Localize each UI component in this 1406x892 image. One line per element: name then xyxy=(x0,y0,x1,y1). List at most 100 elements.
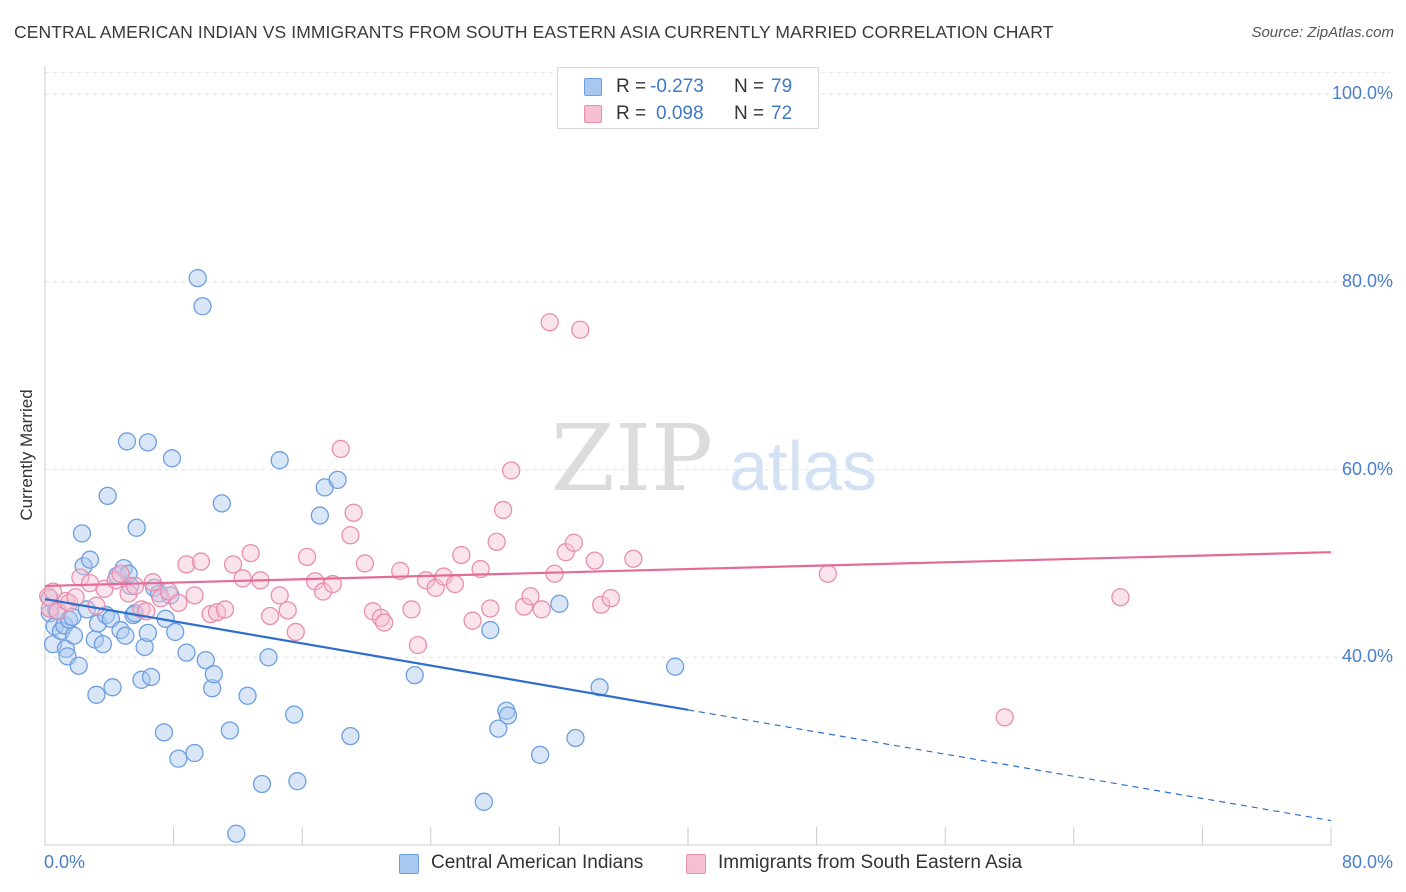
point-central-american-indian-35 xyxy=(135,637,154,657)
data-points xyxy=(39,268,1130,843)
point-se-asia-immigrant-13 xyxy=(119,584,138,603)
point-se-asia-immigrant-52 xyxy=(445,574,465,594)
point-central-american-indian-52 xyxy=(203,679,222,698)
point-central-american-indian-50 xyxy=(193,297,212,316)
point-se-asia-immigrant-62 xyxy=(532,600,551,619)
point-central-american-indian-14 xyxy=(74,557,93,576)
point-central-american-indian-70 xyxy=(489,719,508,738)
point-se-asia-immigrant-32 xyxy=(270,586,289,605)
grid-lines xyxy=(45,72,1391,658)
point-central-american-indian-63 xyxy=(310,506,330,525)
point-central-american-indian-33 xyxy=(127,518,146,537)
legend-r-value: -0.273 xyxy=(650,76,704,97)
point-central-american-indian-51 xyxy=(196,650,215,670)
y-tick-label-40: 40.0% xyxy=(1341,646,1393,667)
watermark-atlas: atlas xyxy=(729,427,877,505)
legend-swatch-blue xyxy=(584,78,602,96)
point-se-asia-immigrant-54 xyxy=(463,611,482,630)
y-tick-label-80: 80.0% xyxy=(1341,270,1393,291)
point-central-american-indian-54 xyxy=(212,494,231,513)
point-central-american-indian-28 xyxy=(116,626,135,645)
point-central-american-indian-11 xyxy=(64,626,84,645)
point-central-american-indian-46 xyxy=(169,749,188,768)
point-central-american-indian-53 xyxy=(204,665,223,684)
point-central-american-indian-68 xyxy=(474,792,493,811)
y-tick-label-60: 60.0% xyxy=(1341,458,1393,479)
legend-n-label: N = xyxy=(734,103,765,124)
point-se-asia-immigrant-27 xyxy=(223,555,243,574)
point-central-american-indian-36 xyxy=(138,623,158,643)
bottom-legend-label: Immigrants from South Eastern Asia xyxy=(718,852,1023,873)
point-central-american-indian-76 xyxy=(590,678,609,697)
point-se-asia-immigrant-31 xyxy=(260,606,280,626)
point-central-american-indian-38 xyxy=(141,667,161,687)
point-central-american-indian-67 xyxy=(405,665,424,685)
point-central-american-indian-69 xyxy=(481,620,500,640)
point-se-asia-immigrant-21 xyxy=(177,555,196,574)
point-se-asia-immigrant-35 xyxy=(297,547,317,567)
point-central-american-indian-29 xyxy=(117,432,137,451)
point-central-american-indian-44 xyxy=(162,449,182,468)
point-se-asia-immigrant-57 xyxy=(487,532,506,551)
point-central-american-indian-56 xyxy=(227,824,246,843)
point-central-american-indian-58 xyxy=(252,774,272,794)
point-se-asia-immigrant-59 xyxy=(502,461,521,480)
point-se-asia-immigrant-9 xyxy=(87,596,106,615)
point-central-american-indian-12 xyxy=(69,656,88,675)
point-se-asia-immigrant-39 xyxy=(331,439,350,459)
point-se-asia-immigrant-53 xyxy=(452,545,471,565)
point-se-asia-immigrant-41 xyxy=(344,503,363,522)
chart-title: CENTRAL AMERICAN INDIAN VS IMMIGRANTS FR… xyxy=(14,22,1054,42)
point-se-asia-immigrant-20 xyxy=(169,593,188,613)
point-central-american-indian-65 xyxy=(328,470,347,490)
point-se-asia-immigrant-28 xyxy=(233,569,252,588)
point-central-american-indian-49 xyxy=(188,268,207,288)
point-central-american-indian-55 xyxy=(220,721,240,740)
point-se-asia-immigrant-63 xyxy=(540,313,559,332)
point-central-american-indian-47 xyxy=(177,643,196,662)
axes xyxy=(44,66,1332,846)
point-se-asia-immigrant-56 xyxy=(481,599,500,618)
point-central-american-indian-45 xyxy=(166,622,185,642)
trend-line-extension-central-american-indians xyxy=(687,709,1332,822)
watermark-zip: ZIP xyxy=(551,405,713,512)
bottom-legend-label: Central American Indians xyxy=(431,852,644,873)
point-central-american-indian-66 xyxy=(341,726,360,746)
point-se-asia-immigrant-33 xyxy=(278,601,297,620)
point-se-asia-immigrant-6 xyxy=(66,588,85,607)
legend-r-value: 0.098 xyxy=(656,103,704,124)
y-tick-label-100: 100.0% xyxy=(1331,83,1393,104)
legend-n-label: N = xyxy=(734,76,765,97)
point-se-asia-immigrant-40 xyxy=(341,526,360,545)
point-se-asia-immigrant-42 xyxy=(355,554,375,573)
legend-r-label: R = xyxy=(616,103,647,124)
source-label: Source: ZipAtlas.com xyxy=(1251,24,1394,41)
point-central-american-indian-16 xyxy=(80,550,100,569)
point-central-american-indian-59 xyxy=(259,648,278,667)
point-se-asia-immigrant-66 xyxy=(564,533,584,552)
point-central-american-indian-24 xyxy=(103,678,122,697)
point-central-american-indian-18 xyxy=(87,685,106,704)
trend-line-se-asia-immigrants xyxy=(44,551,1332,588)
point-se-asia-immigrant-26 xyxy=(215,600,235,619)
point-central-american-indian-60 xyxy=(270,451,289,470)
point-se-asia-immigrant-45 xyxy=(375,613,394,632)
point-central-american-indian-74 xyxy=(550,594,569,613)
legend-r-label: R = xyxy=(616,76,647,97)
point-central-american-indian-20 xyxy=(93,634,113,654)
point-se-asia-immigrant-12 xyxy=(111,564,130,583)
legend-n-value: 79 xyxy=(771,76,793,97)
point-central-american-indian-13 xyxy=(72,524,92,543)
point-central-american-indian-7 xyxy=(56,639,76,658)
point-central-american-indian-72 xyxy=(498,706,518,725)
point-se-asia-immigrant-58 xyxy=(493,500,513,520)
point-se-asia-immigrant-61 xyxy=(521,587,540,606)
point-se-asia-immigrant-46 xyxy=(391,561,410,581)
point-central-american-indian-61 xyxy=(285,705,304,724)
bottom-legend-swatch-blue xyxy=(399,854,419,874)
point-se-asia-immigrant-67 xyxy=(571,320,590,339)
point-central-american-indian-75 xyxy=(566,728,585,748)
point-se-asia-immigrant-73 xyxy=(995,708,1014,727)
point-se-asia-immigrant-14 xyxy=(125,576,145,596)
